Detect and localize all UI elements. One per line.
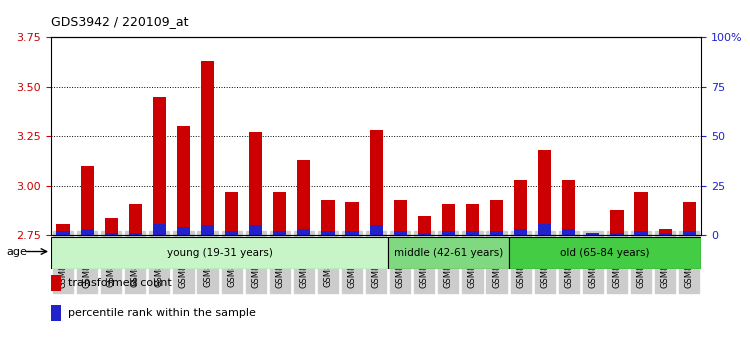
Bar xyxy=(80,229,94,235)
Bar xyxy=(370,225,382,235)
Bar xyxy=(658,229,672,235)
Text: young (19-31 years): young (19-31 years) xyxy=(166,248,272,258)
Bar xyxy=(610,210,623,235)
Bar xyxy=(321,200,334,235)
Bar xyxy=(273,192,286,235)
Bar xyxy=(104,218,118,235)
Bar xyxy=(538,150,551,235)
Text: age: age xyxy=(6,246,27,257)
Bar xyxy=(51,275,62,291)
Text: percentile rank within the sample: percentile rank within the sample xyxy=(68,308,255,318)
Bar xyxy=(442,232,455,235)
Bar xyxy=(394,232,406,235)
Bar xyxy=(509,237,701,269)
Bar xyxy=(538,223,551,235)
Bar xyxy=(490,200,503,235)
Bar xyxy=(56,232,70,235)
Text: old (65-84 years): old (65-84 years) xyxy=(560,248,650,258)
Bar xyxy=(249,225,262,235)
Bar xyxy=(634,192,648,235)
Bar xyxy=(225,232,238,235)
Bar xyxy=(51,237,388,269)
Bar xyxy=(177,126,190,235)
Bar xyxy=(321,232,334,235)
Bar xyxy=(370,130,382,235)
Bar xyxy=(682,232,696,235)
Bar xyxy=(610,233,623,235)
Bar xyxy=(153,97,166,235)
Bar xyxy=(297,160,310,235)
Bar xyxy=(104,233,118,235)
Bar xyxy=(201,225,214,235)
Bar xyxy=(514,229,527,235)
Bar xyxy=(490,232,503,235)
Bar xyxy=(634,232,648,235)
Bar xyxy=(418,233,431,235)
Bar xyxy=(394,200,406,235)
Bar xyxy=(273,232,286,235)
Bar xyxy=(466,204,479,235)
Bar xyxy=(586,233,599,235)
Bar xyxy=(153,223,166,235)
Bar xyxy=(129,204,142,235)
Bar xyxy=(249,132,262,235)
Bar xyxy=(129,233,142,235)
Bar xyxy=(562,229,575,235)
Text: middle (42-61 years): middle (42-61 years) xyxy=(394,248,503,258)
Bar xyxy=(346,232,358,235)
Bar xyxy=(418,216,431,235)
Bar xyxy=(388,237,508,269)
Bar xyxy=(562,180,575,235)
Bar xyxy=(201,61,214,235)
Text: GDS3942 / 220109_at: GDS3942 / 220109_at xyxy=(51,15,188,28)
Bar xyxy=(658,233,672,235)
Bar xyxy=(177,228,190,235)
Text: transformed count: transformed count xyxy=(68,278,171,289)
Bar xyxy=(51,305,62,321)
Bar xyxy=(514,180,527,235)
Bar xyxy=(80,166,94,235)
Bar xyxy=(346,202,358,235)
Bar xyxy=(466,232,479,235)
Bar xyxy=(682,202,696,235)
Bar xyxy=(56,223,70,235)
Bar xyxy=(442,204,455,235)
Bar xyxy=(586,233,599,235)
Bar xyxy=(297,229,310,235)
Bar xyxy=(225,192,238,235)
